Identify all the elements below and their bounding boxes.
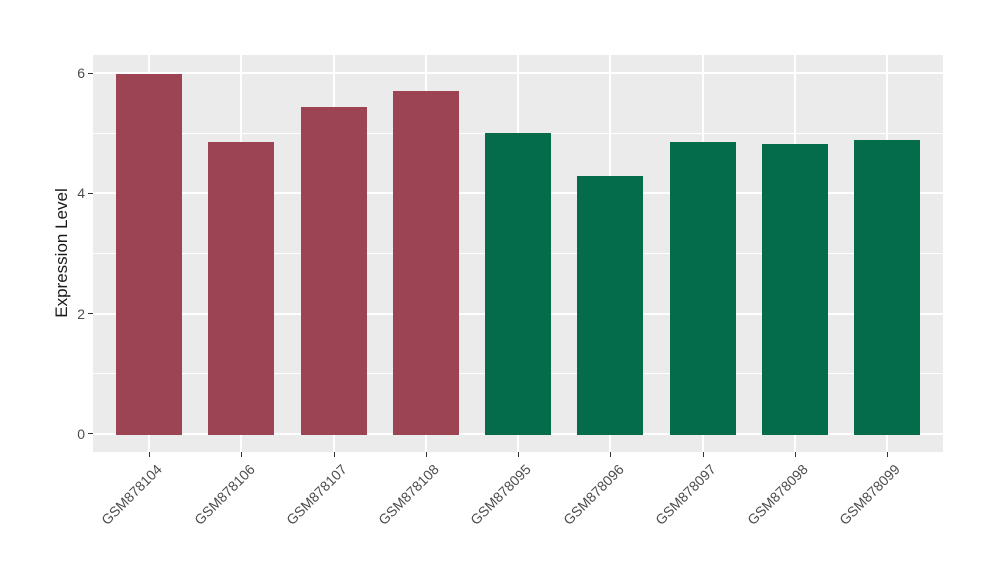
- x-tick-mark: [333, 452, 335, 457]
- bar: [300, 107, 367, 435]
- y-tick-label: 4: [77, 185, 85, 202]
- x-tick-mark: [610, 452, 612, 457]
- x-tick-mark: [425, 452, 427, 457]
- x-tick-label: GSM878099: [836, 461, 904, 528]
- y-tick-mark: [88, 313, 93, 315]
- bar: [761, 144, 828, 435]
- x-tick-label: GSM878098: [744, 461, 812, 528]
- bar: [669, 142, 736, 435]
- x-tick-label: GSM878107: [282, 461, 350, 528]
- x-tick-mark: [518, 452, 519, 457]
- bar: [116, 74, 182, 435]
- bar: [392, 91, 459, 435]
- x-tick-mark: [702, 452, 704, 457]
- bar: [577, 175, 644, 435]
- x-tick-label: GSM878106: [190, 461, 258, 528]
- x-tick-label: GSM878097: [651, 461, 719, 528]
- x-tick-label: GSM878108: [375, 461, 443, 528]
- x-tick-mark: [887, 452, 888, 457]
- plot-panel: [93, 55, 943, 452]
- bar: [208, 141, 275, 435]
- y-tick-label: 6: [77, 65, 85, 82]
- x-tick-mark: [241, 452, 243, 457]
- bar: [854, 139, 920, 435]
- x-tick-mark: [149, 452, 150, 457]
- y-tick-mark: [88, 192, 93, 194]
- bar: [485, 133, 551, 435]
- y-axis-title: Expression Level: [52, 188, 71, 318]
- x-tick-label: GSM878095: [467, 461, 535, 528]
- y-tick-mark: [88, 72, 93, 74]
- x-tick-label: GSM878096: [559, 461, 627, 528]
- x-tick-mark: [794, 452, 796, 457]
- y-tick-label: 0: [77, 425, 85, 442]
- y-tick-label: 2: [77, 305, 85, 322]
- y-tick-mark: [88, 433, 93, 435]
- x-tick-label: GSM878104: [98, 461, 166, 528]
